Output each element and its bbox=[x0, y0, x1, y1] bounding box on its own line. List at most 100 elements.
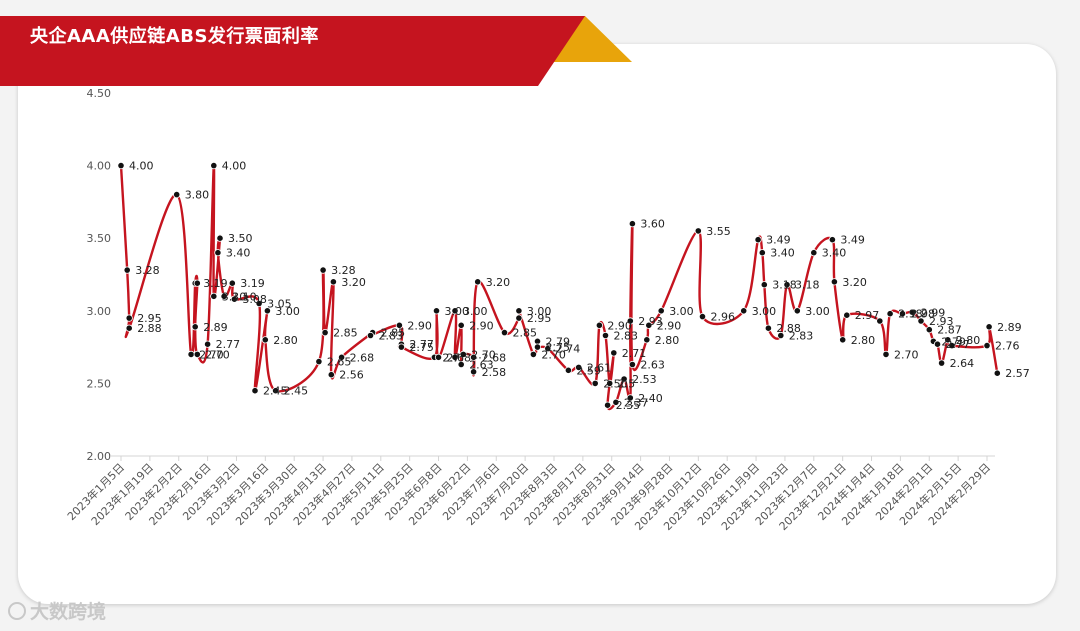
data-point bbox=[620, 375, 628, 383]
data-point bbox=[793, 307, 801, 315]
data-label: 2.80 bbox=[273, 334, 298, 347]
data-point bbox=[917, 317, 925, 325]
data-point bbox=[758, 249, 766, 257]
data-label: 2.83 bbox=[379, 330, 404, 343]
data-label: 2.40 bbox=[638, 392, 663, 405]
title-banner bbox=[0, 16, 585, 86]
data-point bbox=[626, 394, 634, 402]
data-label: 2.80 bbox=[956, 334, 981, 347]
data-label: 2.70 bbox=[471, 348, 496, 361]
data-label: 2.74 bbox=[556, 343, 581, 356]
data-point bbox=[591, 379, 599, 387]
data-label: 2.83 bbox=[789, 330, 814, 343]
y-tick-label: 4.00 bbox=[87, 160, 112, 173]
data-label: 2.7 bbox=[442, 351, 460, 364]
data-label: 3.20 bbox=[486, 276, 511, 289]
data-point bbox=[830, 278, 839, 286]
data-label: 2.98 bbox=[898, 308, 923, 321]
data-label: 3.00 bbox=[527, 305, 552, 318]
data-point bbox=[777, 331, 785, 340]
data-point bbox=[601, 331, 610, 340]
data-point bbox=[263, 307, 271, 315]
data-label: 3.19 bbox=[203, 277, 228, 290]
data-point bbox=[985, 323, 993, 331]
data-point bbox=[948, 341, 956, 350]
data-label: 2.76 bbox=[995, 340, 1020, 353]
data-label: 3.20 bbox=[341, 276, 366, 289]
data-point bbox=[432, 307, 441, 315]
data-point bbox=[434, 353, 443, 361]
data-label: 2.97 bbox=[855, 309, 880, 322]
data-point bbox=[898, 310, 907, 318]
data-point bbox=[993, 369, 1001, 377]
data-point bbox=[123, 266, 131, 274]
data-point bbox=[451, 353, 459, 361]
data-point bbox=[564, 366, 573, 374]
data-label: 2.68 bbox=[350, 351, 375, 364]
data-point bbox=[754, 236, 762, 244]
data-label: 3.40 bbox=[822, 247, 847, 260]
data-point bbox=[533, 343, 542, 351]
data-label: 2.63 bbox=[469, 359, 494, 372]
data-point bbox=[251, 387, 259, 395]
data-point bbox=[261, 336, 269, 344]
data-label: 2.45 bbox=[284, 385, 309, 398]
data-point bbox=[193, 350, 201, 358]
data-label: 2.45 bbox=[263, 385, 288, 398]
data-label: 2.79 bbox=[546, 335, 571, 348]
data-label: 2.58 bbox=[482, 366, 507, 379]
data-point bbox=[983, 341, 991, 350]
data-label: 2.35 bbox=[616, 399, 641, 412]
data-label: 3.28 bbox=[135, 264, 160, 277]
data-point bbox=[125, 314, 133, 322]
series-line bbox=[119, 164, 999, 411]
data-point bbox=[628, 220, 637, 228]
data-label: 3.19 bbox=[240, 277, 264, 290]
data-label: 2.77 bbox=[409, 338, 434, 351]
data-label: 3.28 bbox=[331, 264, 356, 277]
data-label: 2.95 bbox=[137, 312, 162, 325]
data-point bbox=[603, 401, 612, 409]
watermark-text: 大数跨境 bbox=[30, 601, 107, 623]
data-label: 2.90 bbox=[407, 319, 432, 332]
data-label: 3.00 bbox=[669, 305, 694, 318]
data-point bbox=[515, 307, 523, 315]
data-point bbox=[337, 353, 346, 361]
data-point bbox=[457, 321, 465, 329]
data-point bbox=[740, 307, 748, 315]
data-label: 2.57 bbox=[1005, 367, 1030, 380]
data-point bbox=[366, 331, 375, 340]
data-label: 2.77 bbox=[946, 338, 971, 351]
data-point bbox=[575, 363, 583, 371]
data-point bbox=[626, 317, 634, 325]
data-label: 2.83 bbox=[614, 330, 639, 343]
data-point bbox=[944, 336, 952, 344]
data-label: 2.37 bbox=[624, 396, 649, 409]
data-label: 2.96 bbox=[711, 311, 736, 324]
data-point bbox=[595, 321, 604, 329]
data-point bbox=[925, 326, 933, 334]
data-label: 3.10 bbox=[222, 290, 247, 303]
data-point bbox=[193, 279, 201, 287]
data-label: 2.88 bbox=[776, 322, 801, 335]
data-label: 2.70 bbox=[894, 348, 919, 361]
data-point bbox=[876, 317, 884, 325]
data-label: 3.18 bbox=[795, 279, 820, 292]
data-point bbox=[321, 328, 329, 337]
data-label: 3.40 bbox=[226, 247, 251, 260]
data-point bbox=[694, 227, 702, 235]
chart-title: 央企AAA供应链ABS发行票面利率 bbox=[30, 26, 319, 47]
data-label: 2.68 bbox=[482, 351, 507, 364]
data-point bbox=[395, 321, 403, 329]
data-point bbox=[515, 314, 523, 322]
data-label: 3.20 bbox=[842, 276, 867, 289]
data-label: 2.61 bbox=[587, 361, 612, 374]
data-label: 3.00 bbox=[805, 305, 830, 318]
data-point bbox=[937, 359, 946, 367]
data-point bbox=[843, 311, 851, 319]
data-label: 2.80 bbox=[851, 334, 876, 347]
data-label: 2.79 bbox=[941, 335, 966, 348]
data-label: 3.55 bbox=[706, 225, 731, 238]
data-label: 2.70 bbox=[199, 348, 224, 361]
data-label: 2.95 bbox=[527, 312, 552, 325]
